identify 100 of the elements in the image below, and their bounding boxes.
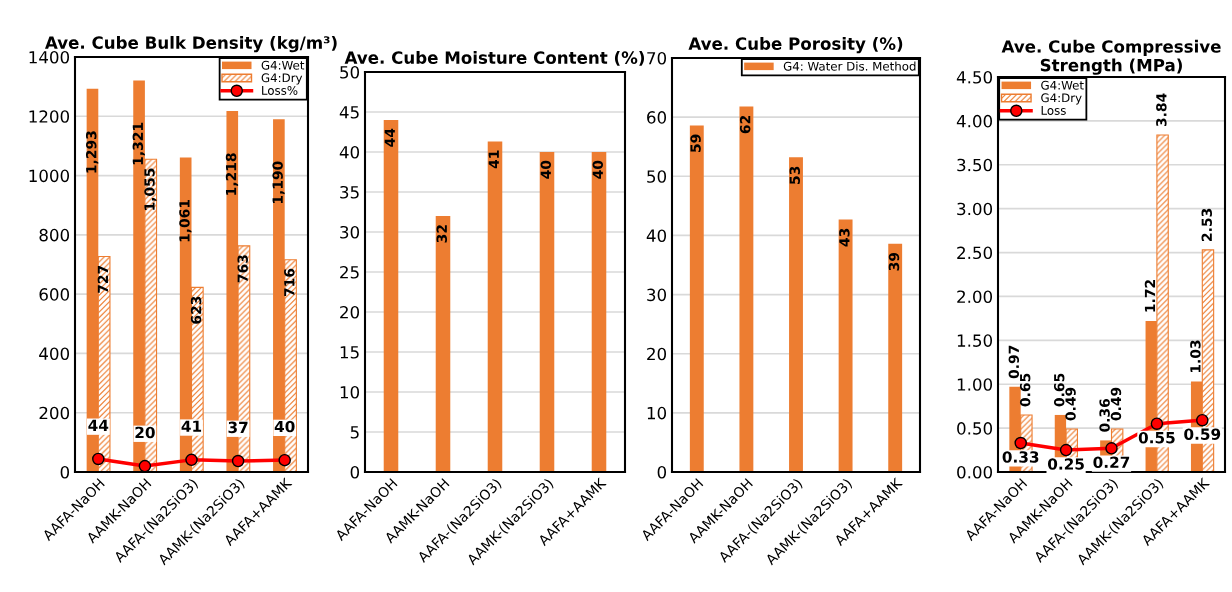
- bar: [435, 216, 451, 472]
- y-tick-label: 4.50: [956, 70, 993, 84]
- y-tick-label: 3.50: [957, 158, 993, 172]
- data-label: 0.97: [1008, 345, 1020, 379]
- data-label: 1,055: [144, 168, 157, 210]
- y-tick-label: 800: [39, 228, 70, 242]
- y-tick-label: 600: [39, 288, 70, 301]
- data-label: 40: [274, 420, 295, 433]
- data-label: 1,061: [179, 199, 192, 242]
- data-label: 1,190: [272, 161, 285, 204]
- y-tick-label: 40: [339, 145, 360, 159]
- data-label: 0.49: [1065, 387, 1076, 421]
- bar: [838, 219, 853, 472]
- y-tick-label: 35: [340, 185, 359, 199]
- point: [1014, 436, 1027, 450]
- data-label: 716: [284, 268, 295, 297]
- legend-label: G4: Water Dis. Method: [783, 61, 916, 71]
- y-tick-label: 1400: [29, 50, 70, 64]
- data-label: 0.25: [1047, 458, 1084, 470]
- y-tick-label: 400: [39, 347, 70, 360]
- y-tick-label: 0: [657, 465, 667, 479]
- data-label: 44: [88, 419, 109, 431]
- y-tick-label: 4.00: [956, 114, 993, 128]
- chart-title: Ave. Cube Compressive Strength (MPa): [1001, 39, 1221, 75]
- data-label: 0.49: [1110, 387, 1122, 421]
- data-label: 0.55: [1138, 431, 1175, 444]
- y-tick-label: 10: [340, 385, 360, 399]
- bar: [383, 120, 399, 472]
- point: [1150, 417, 1164, 430]
- y-tick-label: 0.00: [957, 465, 993, 479]
- data-label: 1.72: [1144, 280, 1156, 312]
- y-tick-label: 1200: [29, 110, 70, 123]
- data-label: 0.27: [1093, 456, 1130, 469]
- y-tick-label: 5: [350, 426, 359, 439]
- data-label: 20: [135, 426, 155, 439]
- y-tick-label: 1000: [29, 169, 70, 183]
- y-tick-label: 2.50: [957, 246, 993, 260]
- data-label: 59: [690, 134, 701, 152]
- data-label: 41: [181, 420, 202, 432]
- bar: [789, 157, 803, 472]
- data-label: 2.53: [1201, 208, 1213, 241]
- data-label: 3.84: [1156, 93, 1167, 127]
- y-tick-label: 0: [60, 465, 70, 479]
- data-label: 1,321: [132, 122, 145, 165]
- y-tick-label: 20: [340, 305, 360, 319]
- legend-label: G4:Wet: [1041, 80, 1084, 90]
- data-label: 43: [839, 228, 850, 247]
- point: [1196, 413, 1209, 427]
- y-tick-label: 20: [647, 347, 667, 361]
- data-label: 0.59: [1184, 428, 1221, 440]
- data-label: 1,293: [86, 131, 99, 173]
- bar: [591, 152, 607, 472]
- data-label: 53: [789, 166, 801, 184]
- data-label: 41: [488, 150, 499, 169]
- y-tick-label: 70: [647, 51, 667, 65]
- y-tick-label: 45: [339, 106, 359, 119]
- legend-label: Loss%: [262, 85, 298, 95]
- data-label: 40: [592, 160, 604, 179]
- y-tick-label: 2.00: [957, 290, 993, 304]
- y-tick-label: 15: [340, 346, 359, 359]
- legend-label: G4:Wet: [261, 60, 305, 70]
- data-label: 0.65: [1019, 373, 1031, 407]
- data-label: 37: [228, 421, 248, 434]
- data-label: 0.36: [1099, 398, 1110, 432]
- bar: [689, 125, 704, 472]
- bar: [739, 106, 754, 472]
- y-tick-label: 10: [647, 406, 667, 420]
- legend-label: G4:Dry: [261, 73, 303, 85]
- data-label: 1.03: [1190, 340, 1201, 373]
- y-tick-label: 30: [340, 225, 360, 239]
- bar: [487, 141, 503, 472]
- chart-title: Ave. Cube Moisture Content (%): [344, 51, 645, 66]
- y-tick-label: 200: [39, 406, 70, 420]
- y-tick-label: 25: [340, 265, 359, 279]
- data-label: 0.65: [1053, 373, 1065, 407]
- y-tick-label: 40: [646, 229, 667, 242]
- y-tick-label: 30: [647, 288, 667, 302]
- data-label: 62: [739, 115, 751, 134]
- y-tick-label: 50: [340, 65, 360, 79]
- y-tick-label: 3.00: [957, 202, 993, 216]
- y-tick-label: 1.00: [957, 378, 993, 391]
- chart-title: Ave. Cube Porosity (%): [688, 37, 903, 54]
- y-tick-label: 50: [647, 170, 667, 183]
- data-label: 39: [888, 252, 900, 271]
- data-label: 40: [540, 160, 552, 179]
- data-label: 763: [237, 255, 248, 283]
- data-label: 727: [97, 265, 108, 293]
- data-label: 0.33: [1002, 451, 1039, 463]
- bar: [539, 152, 555, 472]
- data-label: 1,218: [225, 153, 239, 195]
- data-label: 44: [384, 128, 395, 147]
- y-tick-label: 60: [647, 111, 667, 124]
- y-tick-label: 1.50: [957, 334, 993, 347]
- data-label: 623: [190, 296, 202, 324]
- legend-label: Loss: [1041, 106, 1066, 115]
- data-label: 32: [436, 225, 448, 243]
- y-tick-label: 0.50: [957, 422, 993, 435]
- y-tick-label: 0: [350, 465, 360, 479]
- bar: [888, 243, 903, 472]
- point: [1059, 443, 1073, 457]
